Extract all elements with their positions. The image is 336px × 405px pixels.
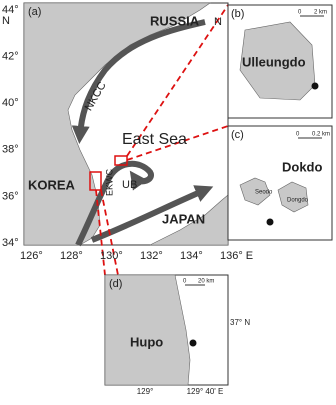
- scale-label: 20 km: [198, 279, 214, 285]
- tsushima-current: [90, 185, 214, 243]
- place: JAPAN: [162, 211, 205, 226]
- hupo-box: [89, 171, 102, 191]
- island-label: Seodo: [255, 190, 273, 196]
- lat-axis: 44° 42° 40° 38° 36° 34°: [2, 4, 19, 249]
- site: [266, 218, 274, 226]
- place: KOREA: [28, 177, 76, 192]
- panel-label: (b): [231, 8, 244, 20]
- panel-label: (a): [28, 6, 41, 18]
- island-name: Dokdo: [282, 159, 323, 174]
- island: [239, 21, 316, 101]
- site: [311, 82, 319, 90]
- north-arrow: N: [214, 16, 222, 28]
- panel-label: (d): [109, 278, 122, 290]
- lat-label: 36°: [2, 190, 19, 202]
- scale-label: 2 km: [314, 10, 327, 16]
- island: [239, 177, 271, 206]
- basin-label: UB: [122, 179, 137, 191]
- place: RUSSIA: [150, 13, 200, 28]
- lat-label: 44°: [2, 4, 19, 16]
- panel-label: (c): [231, 129, 244, 141]
- lat-label: 34°: [2, 237, 19, 249]
- lat-label: 37° N: [230, 318, 250, 327]
- scale-label: 0: [183, 279, 187, 285]
- japan-land: [149, 194, 229, 246]
- lon-label: 129°: [137, 387, 154, 396]
- site: [189, 339, 197, 347]
- ulleungdo-box: [114, 155, 128, 166]
- lon-axis: 126° 128° 130° 132° 134° 136° E: [20, 250, 253, 262]
- island: [277, 181, 309, 213]
- lat-label: 42°: [2, 51, 19, 63]
- lat-unit: N: [2, 15, 10, 27]
- lon-label: 134°: [180, 250, 203, 262]
- island-name: Ulleungdo: [242, 54, 306, 69]
- island-label: Dongdo: [287, 198, 309, 204]
- lon-label: 128°: [60, 250, 83, 262]
- lon-label: 130°: [100, 250, 123, 262]
- link: [126, 4, 229, 157]
- link: [126, 125, 229, 161]
- lat-label: 40°: [2, 97, 19, 109]
- lat-label: 38°: [2, 144, 19, 156]
- link: [100, 189, 119, 276]
- place-name: Hupo: [130, 334, 163, 349]
- link: [95, 189, 106, 276]
- scale-label: 0.2 km: [312, 132, 330, 138]
- sea-label: East Sea: [122, 131, 187, 148]
- lon-label: 136° E: [220, 250, 253, 262]
- coast: [104, 274, 191, 386]
- scale-label: 0: [298, 10, 302, 16]
- current-label: EKWC: [104, 168, 114, 196]
- scale-label: 0: [296, 132, 300, 138]
- lon-label: 132°: [140, 250, 163, 262]
- nkcc-current: [71, 19, 206, 144]
- lon-label: 129° 40' E: [187, 387, 224, 396]
- lon-label: 126°: [20, 250, 43, 262]
